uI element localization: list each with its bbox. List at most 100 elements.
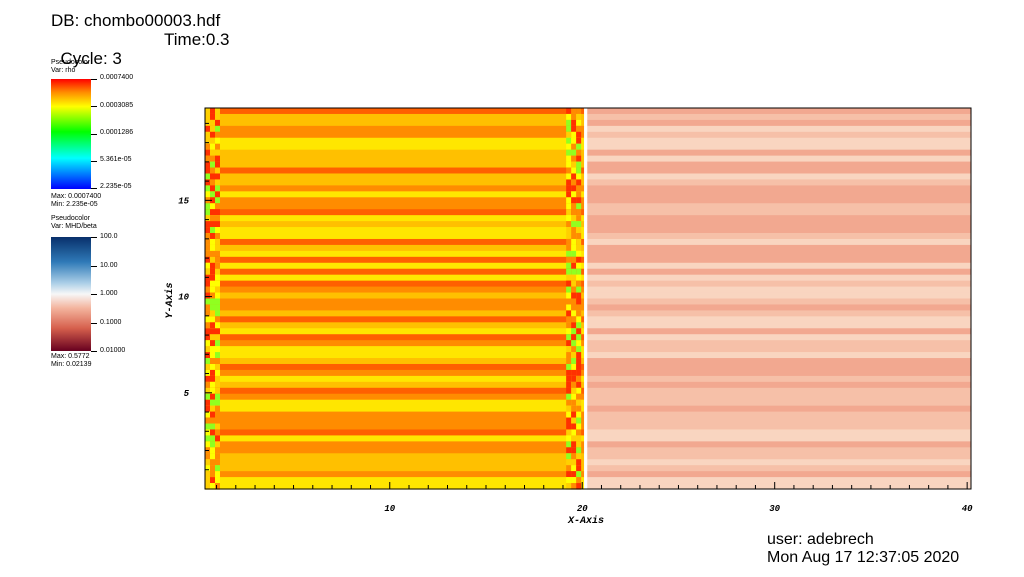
legend-var: Var: rho bbox=[51, 67, 76, 74]
heat-cell bbox=[576, 405, 582, 413]
heat-cell bbox=[571, 322, 577, 329]
heat-cell bbox=[205, 286, 210, 294]
heat-row bbox=[205, 185, 585, 192]
heat-cell bbox=[210, 256, 215, 264]
heat-cell bbox=[576, 381, 582, 389]
heat-row bbox=[587, 137, 971, 145]
heat-cell bbox=[566, 477, 572, 484]
heat-cell bbox=[205, 322, 210, 329]
heat-cell bbox=[210, 471, 215, 478]
heat-cell bbox=[210, 316, 215, 323]
heat-cell bbox=[210, 233, 215, 240]
heat-cell bbox=[571, 435, 577, 442]
heat-cell bbox=[215, 203, 220, 210]
legend-tick bbox=[91, 294, 97, 295]
heat-row bbox=[587, 399, 971, 407]
heat-cell bbox=[215, 417, 220, 425]
heat-row bbox=[205, 441, 585, 448]
heat-cell bbox=[210, 221, 215, 228]
heat-cell bbox=[566, 459, 572, 466]
heat-row bbox=[205, 363, 585, 371]
heat-cell bbox=[210, 161, 215, 169]
heat-cell bbox=[576, 322, 582, 329]
heat-cell bbox=[566, 209, 572, 216]
heat-cell bbox=[566, 435, 572, 442]
heat-row bbox=[205, 417, 585, 425]
heat-row bbox=[587, 173, 971, 181]
date-label: Mon Aug 17 12:37:05 2020 bbox=[767, 549, 960, 566]
heat-row bbox=[587, 387, 971, 395]
heat-cell bbox=[215, 227, 220, 234]
heat-cell bbox=[566, 471, 572, 478]
heat-cell bbox=[571, 483, 577, 490]
heat-row bbox=[587, 352, 971, 359]
heat-row bbox=[205, 423, 585, 431]
heat-row bbox=[205, 233, 585, 240]
heat-cell bbox=[571, 453, 577, 460]
heat-cell bbox=[566, 423, 572, 431]
heat-cell bbox=[576, 310, 582, 317]
heat-cell bbox=[210, 155, 215, 163]
heat-cell bbox=[215, 167, 220, 175]
heat-cell bbox=[215, 322, 220, 329]
heat-cell bbox=[576, 244, 582, 252]
heat-cell bbox=[576, 203, 582, 210]
heat-cell bbox=[571, 125, 577, 133]
heat-cell bbox=[571, 417, 577, 425]
heat-cell bbox=[576, 149, 582, 157]
heat-cell bbox=[576, 441, 582, 448]
heat-row bbox=[587, 125, 971, 133]
heat-row bbox=[205, 405, 585, 413]
heat-cell bbox=[205, 215, 210, 222]
heat-cell bbox=[215, 358, 220, 365]
x-tick-label: 20 bbox=[577, 504, 588, 514]
heat-cell bbox=[215, 375, 220, 383]
axes: 10 20 30 40 5 10 15 bbox=[178, 122, 973, 514]
heat-cell bbox=[566, 113, 572, 121]
heat-cell bbox=[215, 244, 220, 252]
heat-cell bbox=[205, 358, 210, 365]
heat-cell bbox=[566, 215, 572, 222]
heat-cell bbox=[576, 250, 582, 258]
heat-cell bbox=[215, 340, 220, 347]
heat-row bbox=[587, 316, 971, 323]
heat-cell bbox=[205, 233, 210, 240]
heat-cell bbox=[566, 203, 572, 210]
heat-cell bbox=[210, 292, 215, 300]
heat-cell bbox=[566, 316, 572, 323]
heat-cell bbox=[566, 375, 572, 383]
heat-row bbox=[205, 286, 585, 294]
heat-cell bbox=[205, 238, 210, 246]
heat-row bbox=[205, 119, 585, 127]
cycle-time-line: Cycle: 3 Time:0.3 bbox=[51, 30, 229, 87]
heat-cell bbox=[210, 227, 215, 234]
heat-cell bbox=[210, 119, 215, 127]
heat-cell bbox=[205, 155, 210, 163]
heat-cell bbox=[205, 173, 210, 181]
heat-cell bbox=[571, 113, 577, 121]
heat-cell bbox=[215, 423, 220, 431]
y-tick-label: 15 bbox=[178, 196, 189, 206]
heat-cell bbox=[205, 221, 210, 228]
heat-cell bbox=[571, 250, 577, 258]
heat-cell bbox=[566, 173, 572, 181]
heat-cell bbox=[571, 477, 577, 484]
heat-row bbox=[587, 411, 971, 419]
heat-cell bbox=[215, 352, 220, 359]
heat-cell bbox=[210, 363, 215, 371]
heat-row bbox=[205, 399, 585, 407]
heat-row bbox=[587, 143, 971, 151]
heat-cell bbox=[215, 310, 220, 317]
heat-row bbox=[205, 375, 585, 383]
heat-cell bbox=[566, 244, 572, 252]
heat-cell bbox=[205, 227, 210, 234]
heat-cell bbox=[205, 310, 210, 317]
heat-cell bbox=[205, 268, 210, 276]
heat-cell bbox=[215, 149, 220, 157]
heat-cell bbox=[210, 262, 215, 270]
legend-title: Pseudocolor bbox=[51, 59, 90, 66]
heat-row bbox=[587, 453, 971, 460]
heat-cell bbox=[566, 322, 572, 329]
heat-cell bbox=[205, 381, 210, 389]
heat-cell bbox=[205, 483, 210, 490]
